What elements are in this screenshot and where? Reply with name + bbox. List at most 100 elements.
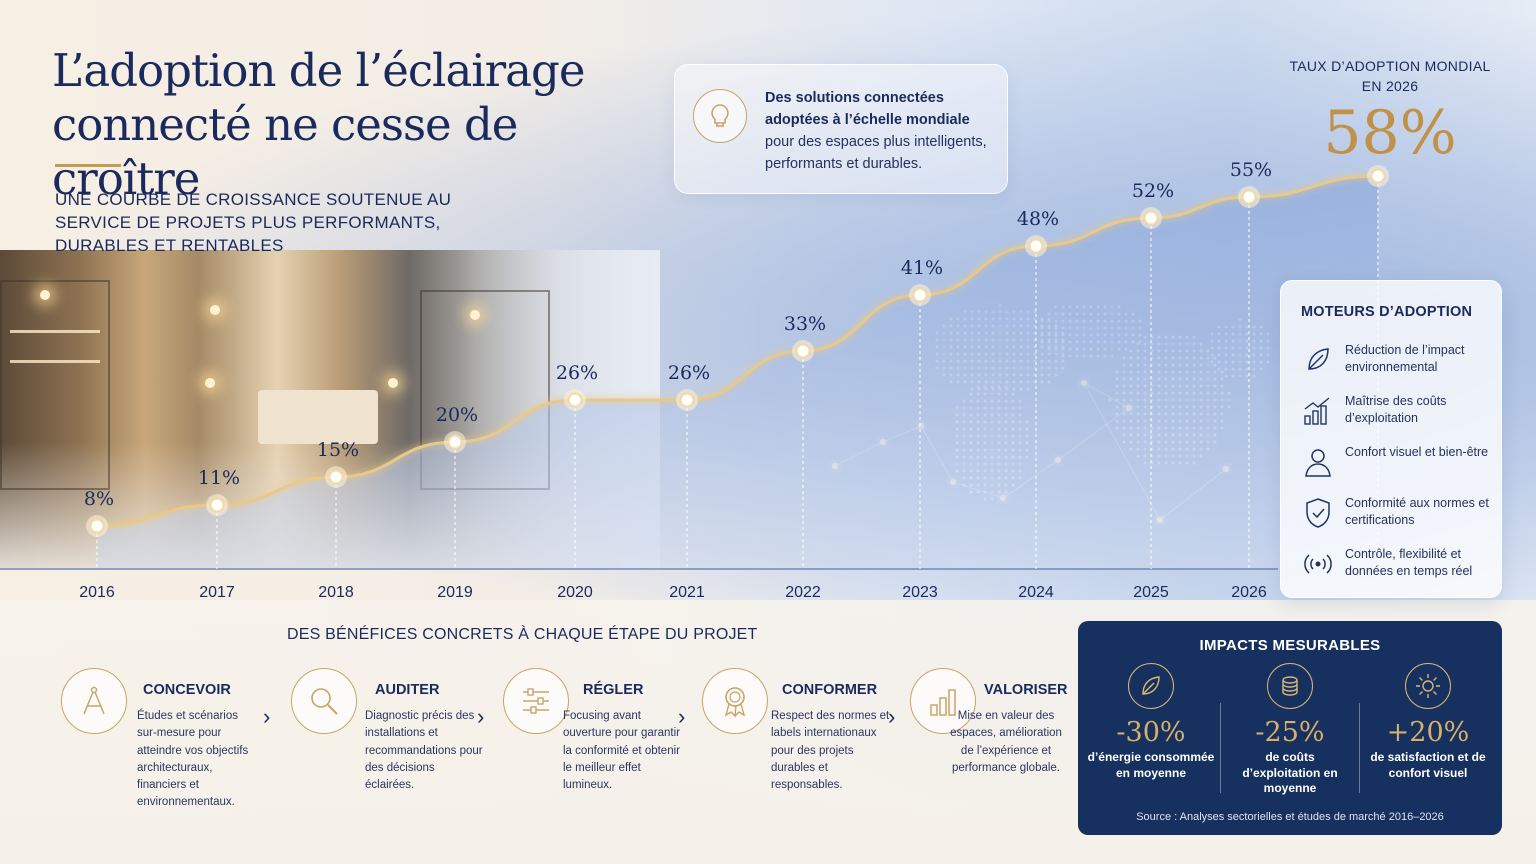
- sliders-icon: [503, 668, 569, 734]
- step-name: VALORISER: [984, 682, 1068, 698]
- data-label: 8%: [84, 488, 114, 510]
- x-tick-label: 2022: [785, 584, 821, 601]
- data-label: 41%: [901, 257, 943, 279]
- leaf-icon: [1128, 663, 1174, 709]
- data-point: [1028, 238, 1044, 254]
- callout-bold: Des solutions connectées adoptées à l’éc…: [765, 90, 970, 128]
- driver-costs: Maîtrise des coûts d’exploitation: [1299, 392, 1495, 432]
- compass-icon: [61, 668, 127, 734]
- data-point: [567, 392, 583, 408]
- impact-label: de satisfaction et de confort visuel: [1370, 750, 1486, 780]
- magnifier-icon: [291, 668, 357, 734]
- shelf: [10, 330, 100, 333]
- driver-compliance: Conformité aux normes et certifications: [1299, 494, 1495, 534]
- title-underline: [55, 164, 121, 167]
- lightbulb-icon: [693, 89, 747, 143]
- bars-icon: [910, 668, 976, 734]
- ceiling-light: [470, 310, 480, 320]
- data-point: [912, 287, 928, 303]
- x-tick-label: 2023: [902, 584, 938, 601]
- impact-costs: -25% de coûts d’exploitation en moyenne: [1225, 663, 1355, 797]
- driver-control: Contrôle, flexibilité et données en temp…: [1299, 545, 1495, 585]
- chevron-right-icon: ›: [678, 704, 686, 729]
- divider: [1359, 703, 1360, 793]
- data-point: [1370, 168, 1386, 184]
- chart-area: [97, 176, 1378, 569]
- impact-value: -30%: [1116, 717, 1186, 748]
- chevron-right-icon: ›: [888, 704, 896, 729]
- person-icon: [1305, 449, 1331, 477]
- adoption-rate-value: 58%: [1323, 98, 1457, 168]
- global-adoption-callout: Des solutions connectées adoptées à l’éc…: [674, 64, 1008, 194]
- ceiling-light: [40, 290, 50, 300]
- driver-label: Conformité aux normes et certifications: [1345, 496, 1489, 527]
- x-tick-label: 2021: [669, 584, 705, 601]
- x-tick-label: 2016: [79, 584, 115, 601]
- adoption-drivers-panel: MOTEURS D’ADOPTION Réduction de l’impact…: [1280, 280, 1502, 598]
- driver-label: Maîtrise des coûts d’exploitation: [1345, 394, 1447, 425]
- step-description: Mise en valeur des espaces, amélioration…: [950, 710, 1062, 774]
- data-label: 33%: [784, 313, 826, 335]
- bar-growth-icon: [1304, 397, 1330, 425]
- x-tick-label: 2025: [1133, 584, 1169, 601]
- driver-environment: Réduction de l’impact environnemental: [1299, 341, 1495, 381]
- adoption-line-chart: 8% 11% 15% 20% 26% 26% 33% 41% 48% 52% 55% 2016 201…: [0, 159, 1389, 601]
- driver-label: Contrôle, flexibilité et données en temp…: [1345, 547, 1473, 578]
- page-title: L’adoption de l’éclairage connecté ne ce…: [52, 44, 585, 205]
- data-point: [1241, 189, 1257, 205]
- signal-icon: [1304, 554, 1332, 574]
- shield-check-icon: [1306, 498, 1330, 528]
- x-tick-label: 2018: [318, 584, 354, 601]
- data-label: 11%: [198, 467, 240, 489]
- data-point: [328, 469, 344, 485]
- driver-comfort: Confort visuel et bien-être: [1299, 443, 1495, 483]
- driver-label: Confort visuel et bien-être: [1345, 445, 1489, 459]
- step-description: Focusing avant ouverture pour garantir l…: [563, 710, 680, 792]
- data-label: 26%: [668, 362, 710, 384]
- x-tick-label: 2026: [1231, 584, 1267, 601]
- bed: [258, 390, 378, 444]
- data-label: 55%: [1230, 159, 1272, 181]
- step-name: CONCEVOIR: [143, 682, 231, 698]
- sun-icon: [1405, 663, 1451, 709]
- data-label: 15%: [317, 439, 359, 461]
- ceiling-light: [210, 305, 220, 315]
- leaf-icon: [1308, 348, 1329, 370]
- data-point: [447, 434, 463, 450]
- data-label: 20%: [436, 404, 478, 426]
- impact-energy: -30% d’énergie consommée en moyenne: [1086, 663, 1216, 781]
- x-tick-label: 2020: [557, 584, 593, 601]
- data-point: [795, 343, 811, 359]
- x-tick-label: 2019: [437, 584, 473, 601]
- data-label: 52%: [1132, 180, 1174, 202]
- step-name: CONFORMER: [782, 682, 878, 698]
- data-point: [679, 392, 695, 408]
- step-description: Diagnostic précis des installations et r…: [365, 710, 483, 792]
- impacts-title: IMPACTS MESURABLES: [1199, 637, 1381, 654]
- source-note: Source : Analyses sectorielles et études…: [1136, 811, 1444, 823]
- step-description: Respect des normes et labels internation…: [771, 710, 890, 792]
- chevron-right-icon: ›: [477, 704, 485, 729]
- step-name: RÉGLER: [583, 682, 644, 698]
- coins-icon: [1267, 663, 1313, 709]
- x-tick-label: 2024: [1018, 584, 1054, 601]
- adoption-rate-label: TAUX D’ADOPTION MONDIAL EN 2026: [1289, 58, 1491, 94]
- step-name: AUDITER: [375, 682, 440, 698]
- page-subtitle: UNE COURBE DE CROISSANCE SOUTENUE AU SER…: [55, 190, 452, 255]
- drivers-title: MOTEURS D’ADOPTION: [1301, 304, 1473, 320]
- driver-label: Réduction de l’impact environnemental: [1345, 343, 1465, 374]
- data-point: [1143, 210, 1159, 226]
- bedside-lamp: [388, 378, 398, 388]
- data-label: 26%: [556, 362, 598, 384]
- callout-text: Des solutions connectées adoptées à l’éc…: [765, 87, 1001, 175]
- benefits-title: DES BÉNÉFICES CONCRETS À CHAQUE ÉTAPE DU…: [287, 626, 758, 643]
- impact-label: de coûts d’exploitation en moyenne: [1242, 750, 1338, 795]
- callout-body: pour des espaces plus intelligents, perf…: [765, 134, 987, 172]
- boutique-frame: [0, 280, 110, 490]
- impact-comfort: +20% de satisfaction et de confort visue…: [1363, 663, 1493, 781]
- data-point: [89, 518, 105, 534]
- shelf: [10, 360, 100, 363]
- chevron-right-icon: ›: [263, 704, 271, 729]
- impact-value: +20%: [1386, 717, 1470, 748]
- data-point: [209, 497, 225, 513]
